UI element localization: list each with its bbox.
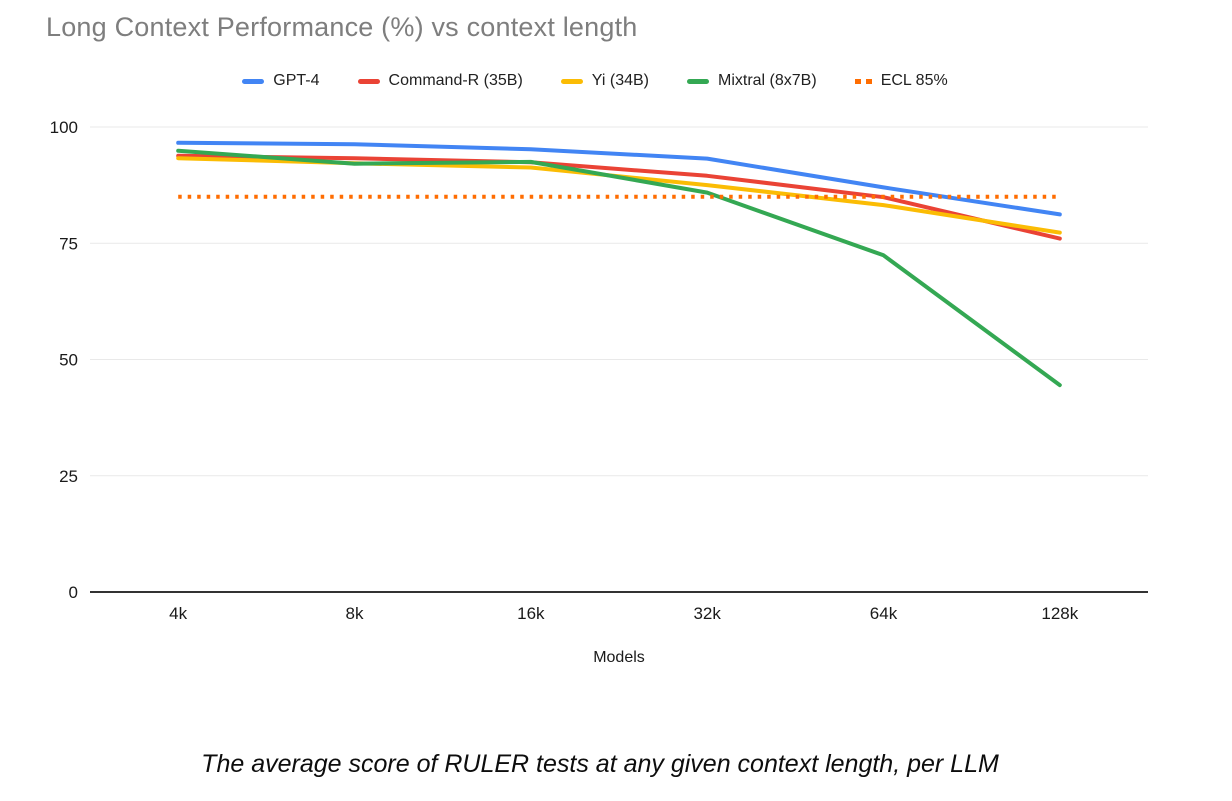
- legend-label-command-r: Command-R (35B): [388, 72, 523, 89]
- chart-legend: GPT-4 Command-R (35B) Yi (34B) Mixtral (…: [0, 72, 1190, 90]
- legend-swatch-gpt4: [242, 78, 265, 84]
- legend-swatch-yi: [560, 78, 583, 84]
- x-tick-label: 8k: [346, 604, 364, 623]
- legend-item-ecl: ECL 85%: [854, 72, 948, 90]
- series-line-command-r-35b: [176, 153, 1062, 241]
- y-tick-label: 50: [59, 351, 78, 370]
- legend-item-gpt4: GPT-4: [242, 72, 320, 90]
- series-line-gpt-4: [176, 140, 1062, 217]
- legend-swatch-command-r: [357, 78, 380, 84]
- line-chart: 0 25 50 75 100 4k 8k 16k 32k 64k 128k Models: [50, 118, 1148, 666]
- legend-label-mixtral: Mixtral (8x7B): [718, 72, 817, 89]
- legend-label-ecl: ECL 85%: [880, 72, 948, 89]
- y-tick-label: 75: [59, 234, 78, 253]
- legend-swatch-mixtral: [687, 78, 709, 84]
- legend-swatch-ecl: [854, 78, 872, 84]
- x-tick-label: 128k: [1041, 604, 1078, 623]
- x-tick-label: 4k: [169, 604, 187, 623]
- legend-item-command-r: Command-R (35B): [357, 72, 523, 90]
- legend-item-mixtral: Mixtral (8x7B): [687, 72, 817, 90]
- series-line-mixtral-8x7b: [176, 148, 1062, 388]
- legend-label-gpt4: GPT-4: [273, 72, 320, 89]
- y-tick-label: 100: [50, 118, 78, 137]
- x-axis-title: Models: [593, 649, 645, 666]
- x-tick-label: 16k: [517, 604, 545, 623]
- x-tick-label: 32k: [693, 604, 721, 623]
- chart-title: Long Context Performance (%) vs context …: [46, 12, 638, 42]
- y-tick-label: 0: [69, 583, 78, 602]
- chart-caption: The average score of RULER tests at any …: [201, 750, 999, 778]
- legend-label-yi: Yi (34B): [591, 72, 649, 89]
- legend-item-yi: Yi (34B): [560, 72, 649, 90]
- y-tick-label: 25: [59, 467, 78, 486]
- x-tick-label: 64k: [870, 604, 898, 623]
